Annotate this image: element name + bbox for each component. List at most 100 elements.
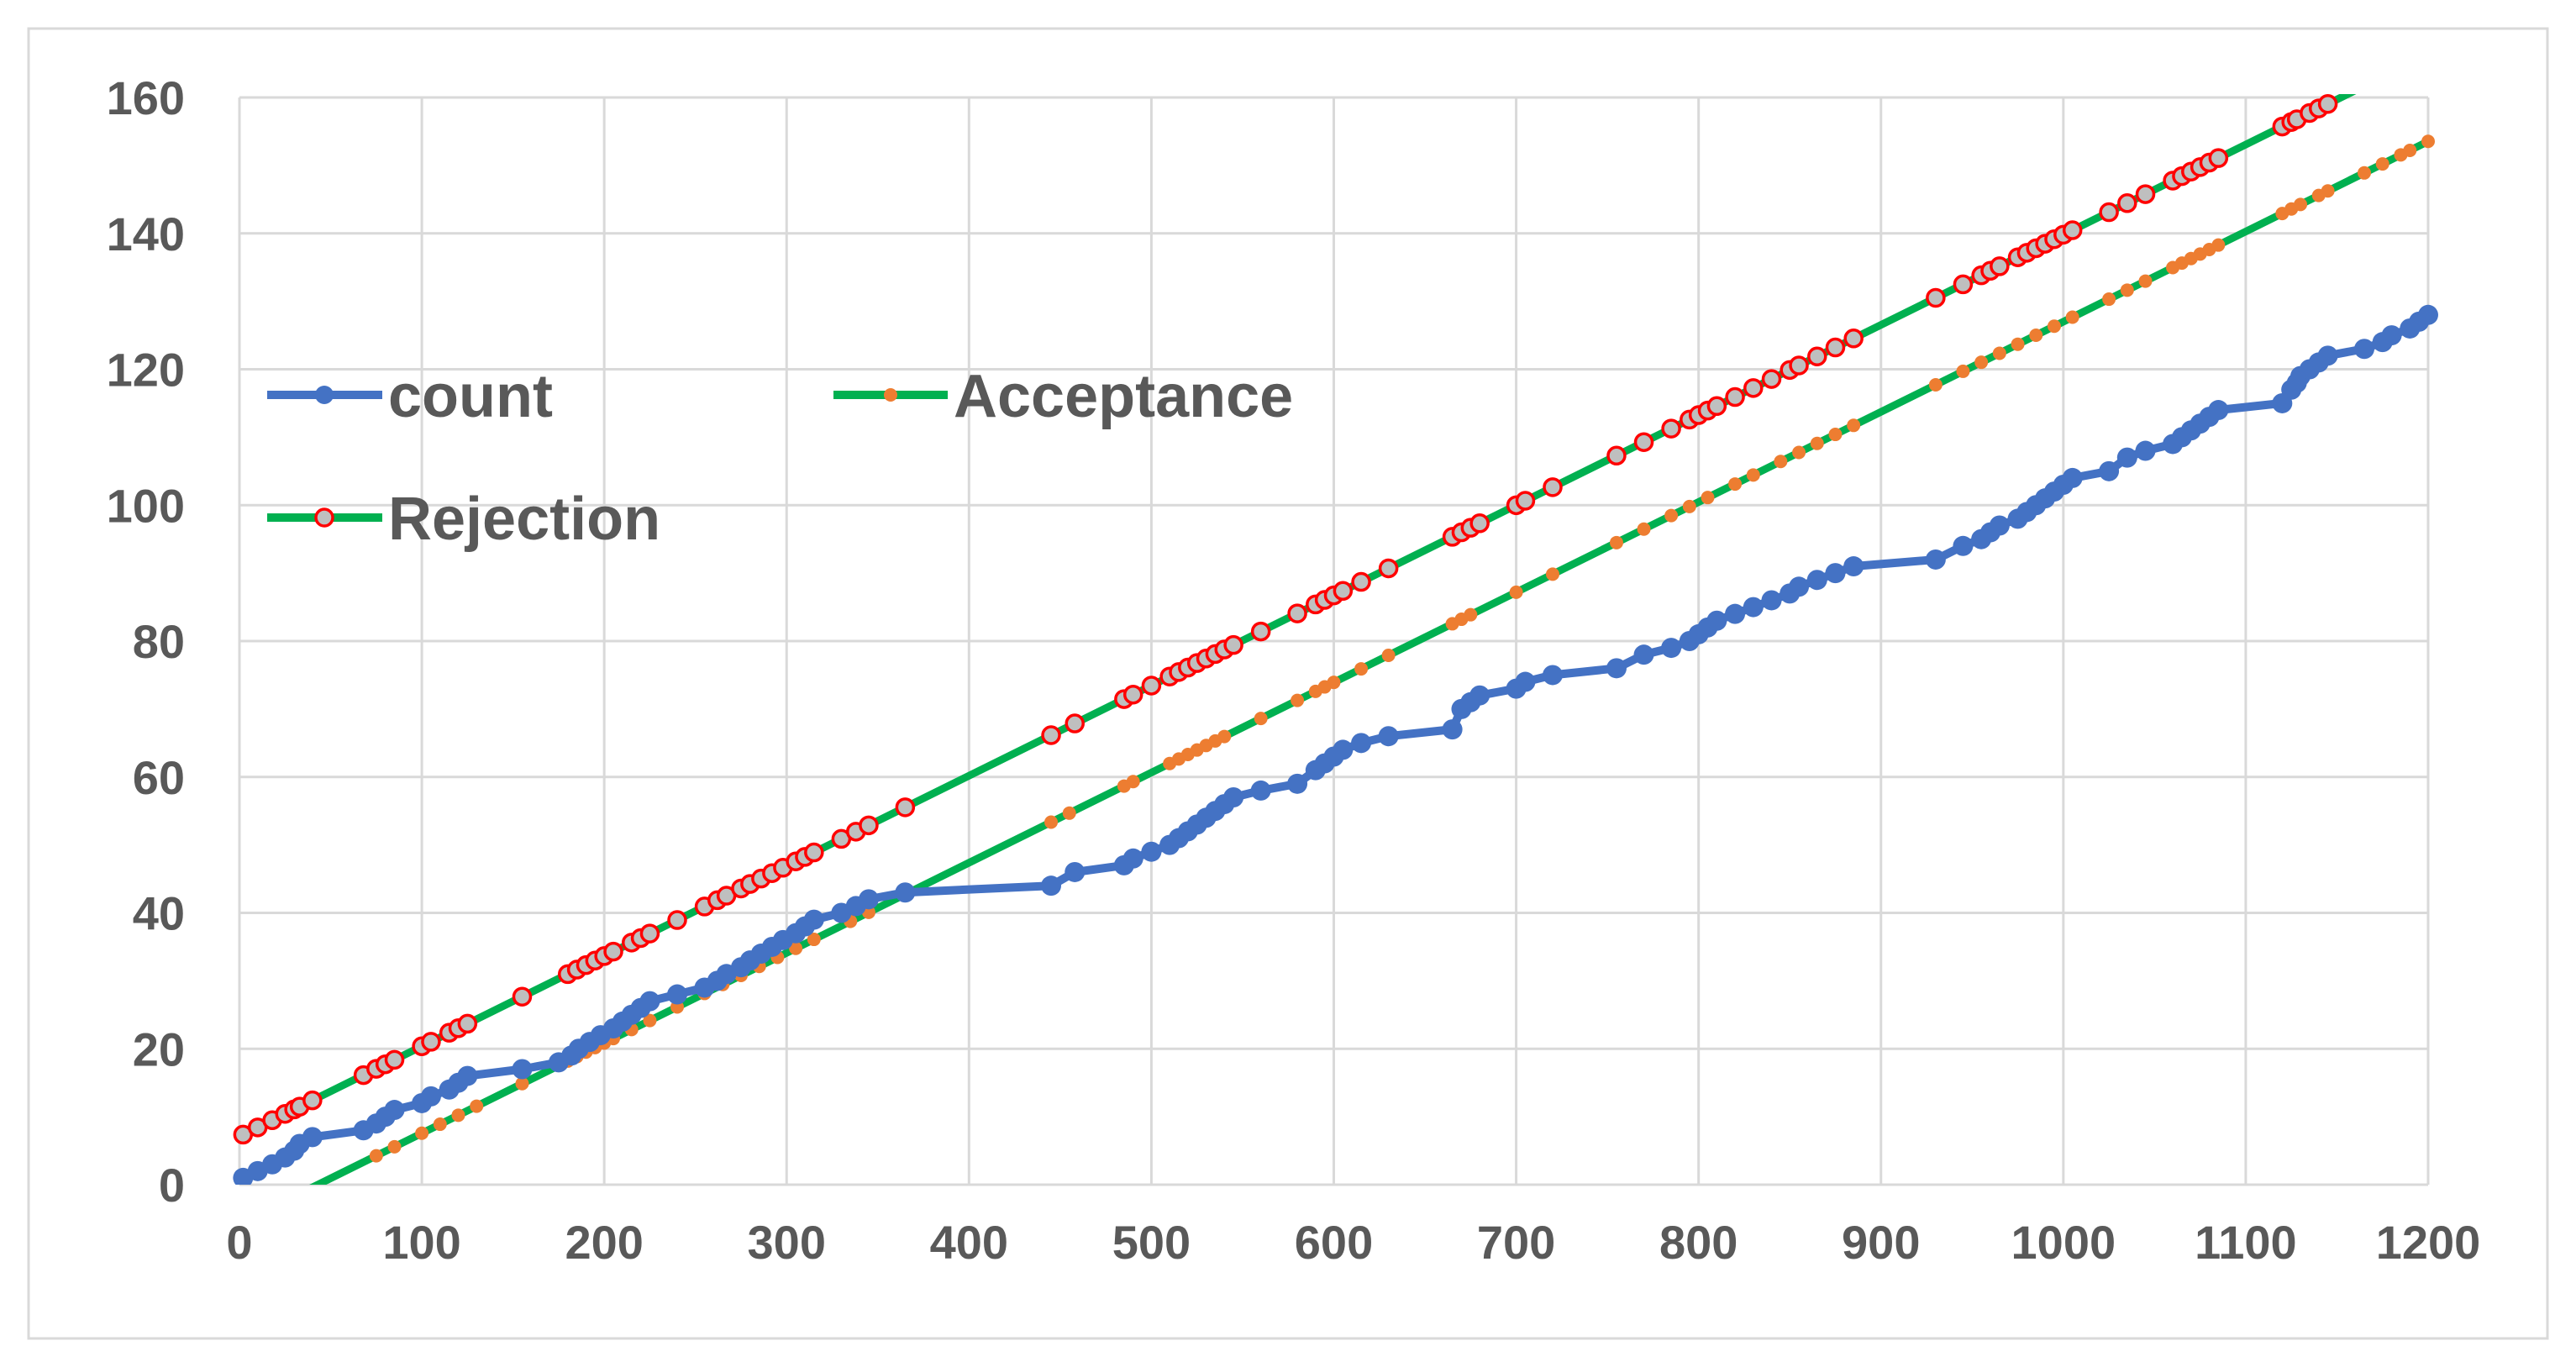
count-point bbox=[1333, 739, 1354, 760]
acceptance-point bbox=[1327, 676, 1341, 690]
rejection-point bbox=[1843, 329, 1864, 349]
acceptance-point bbox=[1637, 522, 1651, 536]
y-tick-label: 20 bbox=[133, 1023, 185, 1075]
y-tick-label: 60 bbox=[133, 751, 185, 804]
rejection-point bbox=[2135, 184, 2156, 204]
legend-item-count: count bbox=[267, 363, 553, 430]
count-point bbox=[2208, 400, 2229, 421]
rejection-point bbox=[1725, 386, 1745, 407]
count-point bbox=[1351, 733, 1372, 754]
x-tick-label: 400 bbox=[930, 1216, 1008, 1269]
legend-rejection-label: Rejection bbox=[388, 486, 660, 553]
acceptance-point bbox=[1728, 477, 1743, 492]
rejection-point bbox=[1990, 256, 2010, 276]
x-tick-label: 1200 bbox=[2376, 1216, 2481, 1269]
x-tick-label: 500 bbox=[1112, 1216, 1191, 1269]
x-tick-label: 1100 bbox=[2195, 1216, 2297, 1269]
legend-acceptance-label: Acceptance bbox=[954, 363, 1293, 430]
count-point bbox=[1515, 671, 1536, 692]
acceptance-point bbox=[2321, 184, 2335, 198]
count-point bbox=[1469, 685, 1490, 706]
rejection-point bbox=[895, 797, 916, 818]
count-point bbox=[2381, 325, 2402, 346]
rejection-point bbox=[302, 1090, 323, 1111]
rejection-point bbox=[1287, 603, 1307, 623]
count-point bbox=[639, 991, 660, 1012]
acceptance-point bbox=[451, 1108, 465, 1123]
count-point bbox=[2135, 440, 2156, 461]
rejection-point bbox=[1515, 491, 1536, 511]
acceptance-point bbox=[1062, 806, 1076, 820]
rejection-point bbox=[384, 1049, 405, 1070]
x-tick-label: 100 bbox=[382, 1216, 460, 1269]
gridlines bbox=[238, 96, 2430, 1186]
rejection-point bbox=[1743, 378, 1764, 398]
count-point bbox=[2317, 345, 2338, 366]
legend-item-rejection: Rejection bbox=[267, 486, 660, 553]
count-point bbox=[1925, 549, 1946, 570]
acceptance-point bbox=[1291, 693, 1305, 707]
acceptance-point bbox=[2102, 292, 2116, 307]
acceptance-point bbox=[433, 1117, 447, 1132]
legend-count-marker bbox=[315, 386, 334, 404]
count-point bbox=[803, 909, 824, 930]
acceptance-point bbox=[415, 1126, 429, 1140]
count-point bbox=[2354, 339, 2375, 360]
count-point bbox=[420, 1086, 441, 1107]
count-point bbox=[1141, 841, 1162, 862]
rejection-point bbox=[1378, 558, 1399, 579]
rejection-point bbox=[1351, 571, 1371, 592]
acceptance-point bbox=[2065, 310, 2079, 324]
acceptance-point bbox=[1974, 355, 1989, 370]
acceptance-point bbox=[470, 1099, 484, 1113]
count-point bbox=[1743, 597, 1764, 618]
rejection-point bbox=[1807, 346, 1827, 367]
rejection-point bbox=[1633, 432, 1654, 452]
acceptance-point bbox=[1546, 567, 1559, 581]
rejection-point bbox=[1953, 274, 1974, 295]
x-tick-label: 600 bbox=[1295, 1216, 1373, 1269]
rejection-point bbox=[2117, 193, 2137, 213]
acceptance-point bbox=[369, 1149, 383, 1163]
rejection-point bbox=[1065, 713, 1085, 733]
rejection-point bbox=[2099, 202, 2119, 223]
count-point bbox=[1761, 590, 1782, 611]
acceptance-point bbox=[1044, 815, 1059, 829]
acceptance-point bbox=[1126, 775, 1140, 789]
acceptance-point bbox=[1810, 436, 1824, 450]
x-tick-label: 900 bbox=[1842, 1216, 1920, 1269]
x-tick-label: 0 bbox=[226, 1216, 252, 1269]
acceptance-point bbox=[2375, 157, 2389, 171]
rejection-point bbox=[804, 842, 824, 863]
count-point bbox=[1825, 563, 1846, 584]
count-point bbox=[1661, 638, 1682, 659]
y-tick-label: 160 bbox=[107, 71, 185, 124]
legend-acceptance-marker bbox=[884, 388, 897, 402]
y-tick-label: 80 bbox=[133, 615, 185, 668]
acceptance-point bbox=[515, 1076, 529, 1091]
acceptance-point bbox=[807, 933, 821, 947]
count-point bbox=[1843, 556, 1864, 577]
y-axis-ticks: 0 20 40 60 80 100 120 140 160 bbox=[107, 71, 185, 1212]
chart-frame bbox=[27, 27, 2549, 1340]
acceptance-point bbox=[2358, 166, 2372, 180]
rejection-point bbox=[2062, 220, 2083, 240]
count-point bbox=[1378, 726, 1399, 747]
count-point bbox=[1041, 875, 1062, 896]
count-point bbox=[512, 1059, 533, 1080]
acceptance-point bbox=[1928, 378, 1943, 392]
legend-item-acceptance: Acceptance bbox=[833, 363, 1293, 430]
rejection-point bbox=[457, 1013, 478, 1034]
acceptance-point bbox=[1682, 499, 1696, 513]
acceptance-point bbox=[2120, 283, 2134, 297]
legend-count-label: count bbox=[388, 363, 553, 430]
rejection-point bbox=[1250, 621, 1271, 642]
acceptance-point bbox=[1746, 468, 1760, 482]
y-tick-label: 140 bbox=[107, 208, 185, 260]
acceptance-point bbox=[1792, 445, 1806, 460]
count-point bbox=[1250, 780, 1271, 801]
count-point bbox=[1806, 570, 1827, 591]
acceptance-point bbox=[1992, 346, 2006, 360]
acceptance-point bbox=[1381, 648, 1396, 662]
